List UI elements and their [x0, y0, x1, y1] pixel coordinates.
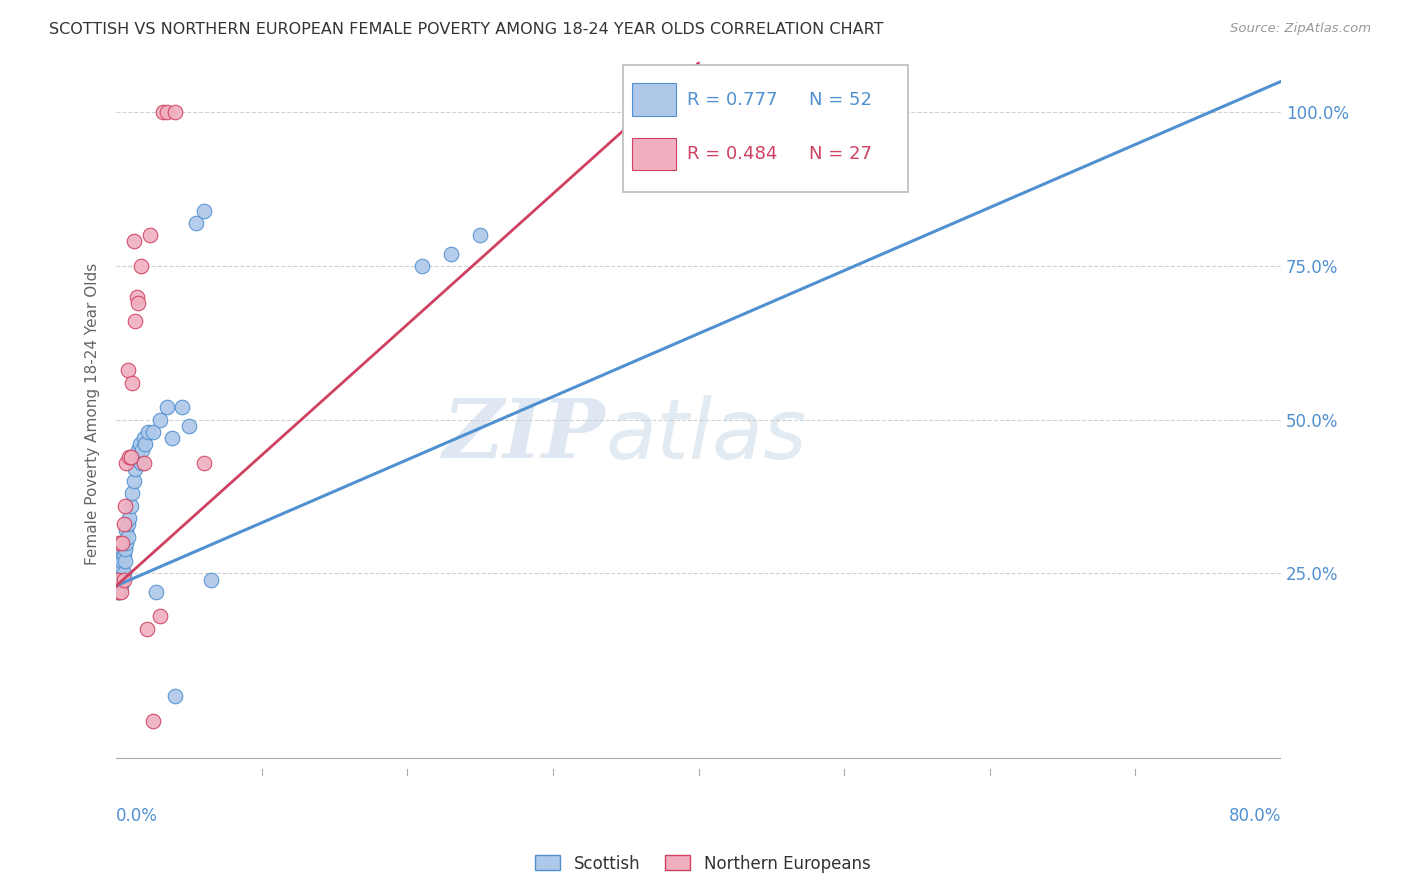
Point	[111, 541, 134, 556]
Point	[114, 541, 136, 556]
Point	[470, 228, 492, 243]
Point	[149, 412, 172, 426]
Legend: Scottish, Northern Europeans: Scottish, Northern Europeans	[529, 848, 877, 880]
Point	[120, 499, 142, 513]
Point	[110, 560, 132, 574]
Point	[110, 566, 132, 581]
Point	[142, 425, 165, 439]
Point	[124, 462, 146, 476]
Point	[125, 290, 148, 304]
Point	[124, 314, 146, 328]
Point	[177, 418, 200, 433]
Point	[156, 105, 179, 120]
FancyBboxPatch shape	[633, 83, 676, 116]
Point	[108, 554, 131, 568]
Point	[731, 105, 754, 120]
Point	[117, 529, 139, 543]
Point	[117, 517, 139, 532]
Point	[135, 622, 157, 636]
Point	[107, 573, 129, 587]
Point	[115, 535, 138, 549]
Point	[111, 573, 134, 587]
Point	[120, 450, 142, 464]
FancyBboxPatch shape	[623, 65, 908, 192]
Point	[111, 535, 134, 549]
Text: atlas: atlas	[606, 395, 807, 475]
Point	[121, 486, 143, 500]
Text: SCOTTISH VS NORTHERN EUROPEAN FEMALE POVERTY AMONG 18-24 YEAR OLDS CORRELATION C: SCOTTISH VS NORTHERN EUROPEAN FEMALE POV…	[49, 22, 884, 37]
Text: R = 0.777: R = 0.777	[688, 91, 778, 109]
Point	[152, 105, 174, 120]
Point	[160, 431, 183, 445]
Point	[112, 535, 135, 549]
Point	[110, 579, 132, 593]
Text: N = 27: N = 27	[810, 145, 872, 162]
Point	[142, 714, 165, 728]
Point	[170, 401, 193, 415]
Point	[128, 437, 150, 451]
Point	[108, 573, 131, 587]
Point	[131, 443, 153, 458]
Point	[111, 554, 134, 568]
Point	[129, 259, 152, 273]
Point	[107, 573, 129, 587]
Point	[127, 295, 149, 310]
Point	[132, 456, 155, 470]
Point	[149, 609, 172, 624]
FancyBboxPatch shape	[633, 137, 676, 170]
Point	[108, 535, 131, 549]
Point	[108, 560, 131, 574]
Point	[121, 376, 143, 390]
Point	[118, 511, 141, 525]
Point	[112, 573, 135, 587]
Point	[139, 228, 162, 243]
Point	[440, 246, 463, 260]
Point	[114, 554, 136, 568]
Text: N = 52: N = 52	[810, 91, 872, 109]
Point	[107, 585, 129, 599]
Text: ZIP: ZIP	[443, 395, 606, 475]
Point	[163, 105, 186, 120]
Point	[125, 450, 148, 464]
Text: 0.0%: 0.0%	[117, 807, 157, 825]
Point	[112, 566, 135, 581]
Point	[122, 235, 145, 249]
Point	[110, 585, 132, 599]
Point	[163, 690, 186, 704]
Text: Source: ZipAtlas.com: Source: ZipAtlas.com	[1230, 22, 1371, 36]
Text: 80.0%: 80.0%	[1229, 807, 1281, 825]
Point	[818, 105, 841, 120]
Point	[186, 216, 208, 230]
Point	[115, 456, 138, 470]
Point	[115, 524, 138, 538]
Point	[127, 443, 149, 458]
Point	[411, 259, 433, 273]
Point	[200, 573, 222, 587]
Point	[107, 585, 129, 599]
Point	[117, 363, 139, 377]
Point	[118, 450, 141, 464]
Point	[112, 517, 135, 532]
Point	[156, 401, 179, 415]
Point	[134, 437, 156, 451]
Point	[193, 456, 215, 470]
Point	[108, 585, 131, 599]
Point	[145, 585, 167, 599]
Point	[136, 425, 159, 439]
Point	[107, 579, 129, 593]
Point	[132, 431, 155, 445]
Point	[129, 456, 152, 470]
Point	[193, 203, 215, 218]
Point	[112, 548, 135, 562]
Point	[122, 474, 145, 488]
Point	[114, 499, 136, 513]
Text: R = 0.484: R = 0.484	[688, 145, 778, 162]
Y-axis label: Female Poverty Among 18-24 Year Olds: Female Poverty Among 18-24 Year Olds	[86, 262, 100, 565]
Point	[110, 548, 132, 562]
